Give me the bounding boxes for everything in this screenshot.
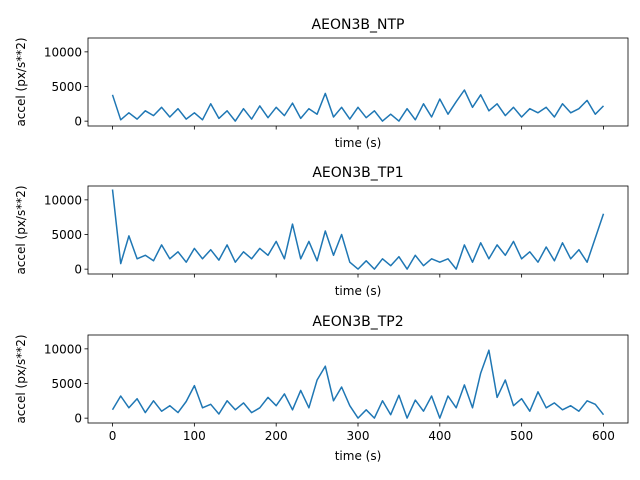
subplot-2: 0 100 200 300 400 500 600 0 5000 10000 AEON3B_TP2t… <box>14 314 629 463</box>
y-tick-label: 0 <box>74 412 82 426</box>
axes-frame <box>87 334 629 424</box>
x-tick-label: 600 <box>592 429 615 443</box>
series-line <box>111 189 605 270</box>
y-tick-label: 5000 <box>51 377 82 391</box>
x-tick-label: 100 <box>183 429 206 443</box>
x-tick-label: 400 <box>428 429 451 443</box>
y-tick-label: 5000 <box>51 228 82 242</box>
axes-frame <box>87 37 629 127</box>
x-tick-label: 0 <box>109 429 117 443</box>
y-tick-label: 0 <box>74 263 82 277</box>
y-axis-label: accel (px/s**2) <box>14 334 28 423</box>
y-tick-label: 5000 <box>51 80 82 94</box>
x-axis-label: time (s) <box>335 449 382 463</box>
y-axis-label: accel (px/s**2) <box>14 185 28 274</box>
x-axis-label: time (s) <box>335 136 382 150</box>
y-axis-label: accel (px/s**2) <box>14 37 28 126</box>
subplot-title: AEON3B_NTP <box>312 17 405 33</box>
subplot-title: AEON3B_TP2 <box>312 314 403 330</box>
subplot-title: AEON3B_TP1 <box>312 165 403 181</box>
series-line <box>111 89 605 122</box>
y-tick-label: 0 <box>74 115 82 129</box>
axes-frame <box>87 185 629 275</box>
x-tick-label: 200 <box>265 429 288 443</box>
x-tick-label: 300 <box>347 429 370 443</box>
series-line <box>111 349 605 419</box>
y-tick-label: 10000 <box>44 193 82 207</box>
y-tick-label: 10000 <box>44 45 82 59</box>
x-axis-label: time (s) <box>335 284 382 298</box>
x-tick-label: 500 <box>510 429 533 443</box>
y-tick-label: 10000 <box>44 342 82 356</box>
